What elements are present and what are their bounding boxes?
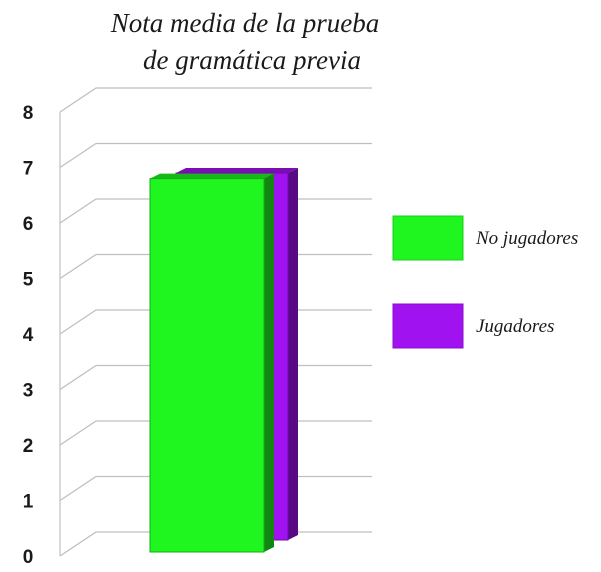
bar-side xyxy=(264,173,274,552)
y-tick-label: 1 xyxy=(23,492,34,513)
legend-label: Jugadores xyxy=(476,316,554,337)
bar-top xyxy=(176,168,298,174)
gridlines xyxy=(59,87,372,557)
y-tick-label: 0 xyxy=(23,547,34,568)
y-tick-label: 3 xyxy=(23,381,34,402)
bar xyxy=(149,178,265,553)
y-tick-label: 7 xyxy=(23,159,34,180)
legend-swatch xyxy=(392,303,464,349)
chart-title-line-2: de gramática previa xyxy=(143,45,361,75)
y-tick-label: 5 xyxy=(23,270,34,291)
bar-top xyxy=(150,173,274,179)
legend-swatch xyxy=(392,215,464,261)
chart-title-line-1: Nota media de la prueba xyxy=(110,8,379,38)
y-axis: 0 1 2 3 4 5 6 7 8 xyxy=(23,103,61,568)
gridline xyxy=(59,142,372,169)
y-tick-label: 4 xyxy=(23,325,34,346)
legend-label: No jugadores xyxy=(475,228,578,249)
bars xyxy=(149,168,298,553)
legend: No jugadores Jugadores xyxy=(392,215,578,349)
gridline xyxy=(59,87,372,113)
y-tick-label: 2 xyxy=(23,436,34,457)
y-tick-label: 6 xyxy=(23,214,34,235)
y-tick-label: 8 xyxy=(23,103,34,124)
bar-side xyxy=(288,168,298,541)
